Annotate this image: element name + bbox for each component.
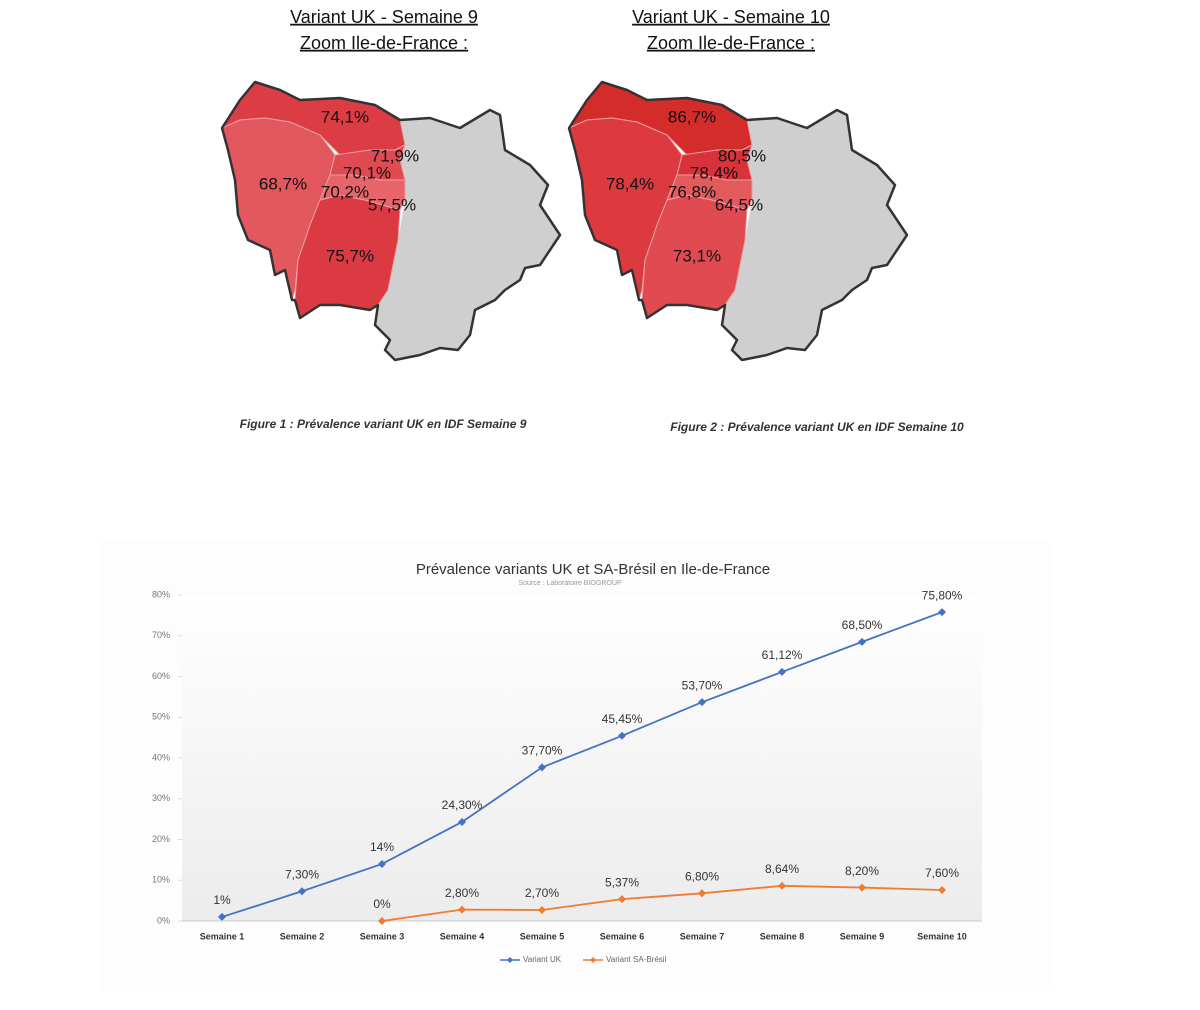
data-label: 6,80% bbox=[685, 869, 719, 883]
map-label: 80,5% bbox=[718, 146, 766, 165]
map-subtitle: Zoom Ile-de-France : bbox=[300, 33, 468, 53]
data-point bbox=[378, 917, 386, 925]
data-point bbox=[938, 886, 946, 895]
data-point bbox=[618, 895, 626, 904]
data-point bbox=[778, 881, 786, 890]
x-tick-label: Semaine 1 bbox=[200, 931, 245, 941]
data-point bbox=[458, 905, 466, 914]
map bbox=[220, 80, 562, 362]
y-tick-label: 70% bbox=[152, 630, 170, 640]
data-label: 7,60% bbox=[925, 866, 959, 880]
data-label: 53,70% bbox=[682, 678, 723, 692]
data-label: 8,64% bbox=[765, 862, 799, 876]
y-tick-label: 20% bbox=[152, 834, 170, 844]
x-tick-label: Semaine 7 bbox=[680, 931, 725, 941]
legend-label: Variant SA-Brésil bbox=[606, 955, 667, 964]
map-label: 78,4% bbox=[606, 174, 654, 193]
series-line bbox=[381, 884, 943, 922]
map bbox=[567, 80, 909, 362]
y-tick-label: 60% bbox=[152, 671, 170, 681]
legend-marker bbox=[590, 957, 596, 963]
map-label: 78,4% bbox=[690, 163, 738, 182]
map-subtitle: Zoom Ile-de-France : bbox=[647, 33, 815, 53]
map-label: 74,1% bbox=[321, 107, 369, 126]
map-label: 73,1% bbox=[673, 246, 721, 265]
region bbox=[319, 174, 406, 211]
map-title: Variant UK - Semaine 9 bbox=[290, 7, 478, 27]
map-label: 57,5% bbox=[368, 195, 416, 214]
data-point bbox=[298, 887, 306, 896]
chart-title: Prévalence variants UK et SA-Brésil en I… bbox=[416, 561, 770, 578]
region bbox=[666, 174, 753, 211]
map-label: 86,7% bbox=[668, 107, 716, 126]
data-point bbox=[538, 905, 546, 914]
data-point bbox=[218, 912, 226, 921]
plot-area bbox=[182, 595, 982, 921]
data-label: 61,12% bbox=[762, 648, 803, 662]
data-point bbox=[618, 731, 626, 740]
x-tick-label: Semaine 3 bbox=[360, 931, 405, 941]
y-tick-label: 40% bbox=[152, 752, 170, 762]
y-tick-label: 10% bbox=[152, 875, 170, 885]
data-point bbox=[858, 883, 866, 892]
data-label: 14% bbox=[370, 840, 394, 854]
map-label: 71,9% bbox=[371, 146, 419, 165]
data-point bbox=[538, 763, 546, 772]
y-tick-label: 80% bbox=[152, 589, 170, 599]
legend-marker bbox=[507, 957, 513, 963]
x-tick-label: Semaine 10 bbox=[917, 931, 967, 941]
map-label: 68,7% bbox=[259, 174, 307, 193]
map-label: 75,7% bbox=[326, 246, 374, 265]
data-point bbox=[458, 817, 466, 826]
x-tick-label: Semaine 6 bbox=[600, 931, 645, 941]
data-label: 68,50% bbox=[842, 618, 883, 632]
legend-label: Variant UK bbox=[523, 955, 562, 964]
data-point bbox=[778, 667, 786, 676]
x-tick-label: Semaine 8 bbox=[760, 931, 805, 941]
x-tick-label: Semaine 5 bbox=[520, 931, 565, 941]
data-label: 1% bbox=[213, 893, 231, 907]
data-label: 24,30% bbox=[442, 798, 483, 812]
data-label: 7,30% bbox=[285, 867, 319, 881]
y-tick-label: 50% bbox=[152, 712, 170, 722]
chart-subtitle: Source : Laboratoire BIOGROUP bbox=[518, 580, 621, 587]
x-tick-label: Semaine 4 bbox=[440, 931, 485, 941]
map-label: 76,8% bbox=[668, 182, 716, 201]
data-label: 8,20% bbox=[845, 864, 879, 878]
y-tick-label: 30% bbox=[152, 793, 170, 803]
data-label: 5,37% bbox=[605, 875, 639, 889]
x-tick-label: Semaine 9 bbox=[840, 931, 885, 941]
data-point bbox=[698, 698, 706, 707]
data-point bbox=[938, 608, 946, 617]
caption: Figure 2 : Prévalence variant UK en IDF … bbox=[670, 420, 964, 434]
series-line bbox=[221, 611, 943, 918]
data-label: 45,45% bbox=[602, 712, 643, 726]
data-label: 2,70% bbox=[525, 886, 559, 900]
map-label: 70,2% bbox=[321, 182, 369, 201]
data-point bbox=[698, 889, 706, 898]
data-label: 2,80% bbox=[445, 886, 479, 900]
caption: Figure 1 : Prévalence variant UK en IDF … bbox=[240, 417, 527, 431]
data-point bbox=[858, 637, 866, 646]
map-label: 70,1% bbox=[343, 163, 391, 182]
map-title: Variant UK - Semaine 10 bbox=[632, 7, 830, 27]
y-tick-label: 0% bbox=[157, 915, 170, 925]
data-point bbox=[378, 859, 386, 868]
data-label: 37,70% bbox=[522, 744, 563, 758]
x-tick-label: Semaine 2 bbox=[280, 931, 325, 941]
map-label: 64,5% bbox=[715, 195, 763, 214]
data-label: 75,80% bbox=[922, 588, 963, 602]
data-label: 0% bbox=[373, 897, 391, 911]
